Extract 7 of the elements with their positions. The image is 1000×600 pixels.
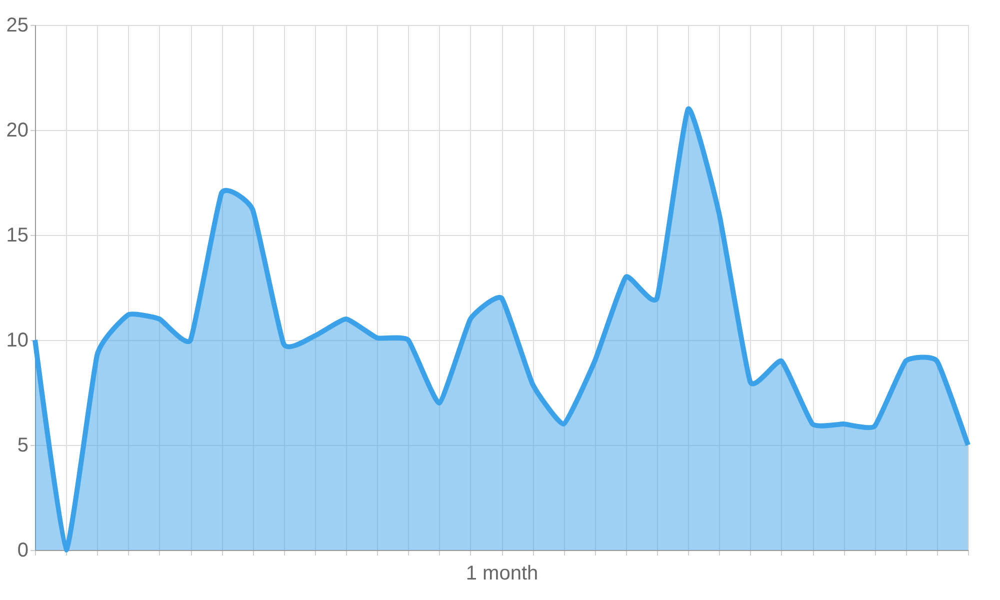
y-tick-label: 0 (17, 540, 28, 562)
y-tick-label: 10 (6, 330, 28, 352)
y-tick-label: 5 (17, 434, 28, 456)
y-tick-label: 25 (6, 14, 28, 36)
x-axis-title: 1 month (466, 562, 538, 584)
y-tick-label: 20 (6, 120, 28, 142)
y-tick-label: 15 (6, 224, 28, 246)
